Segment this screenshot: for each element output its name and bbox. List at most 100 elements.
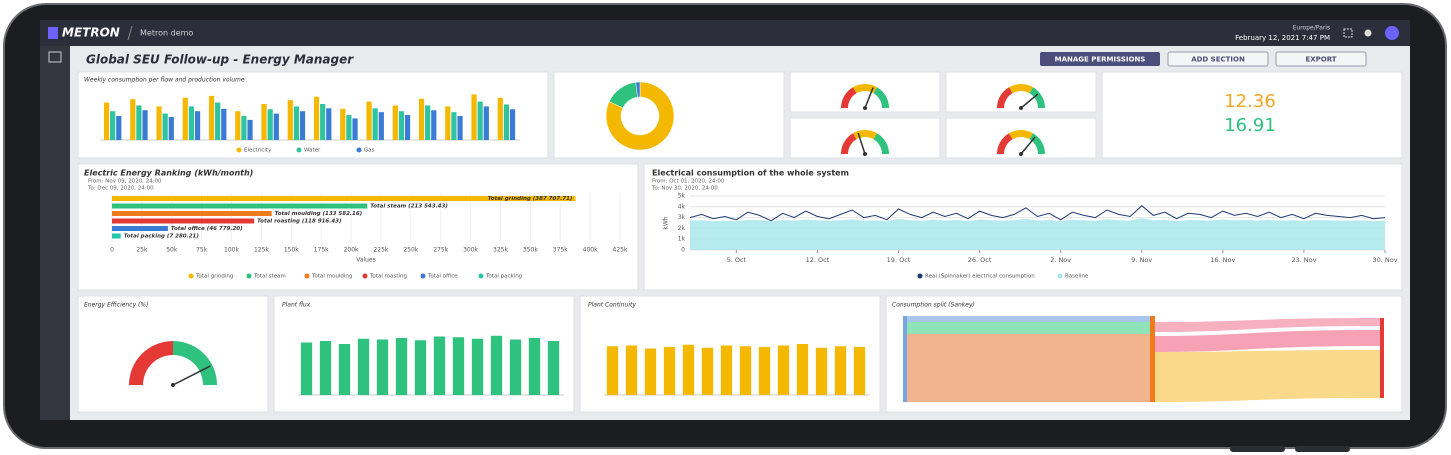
legend-label: Electricity	[244, 148, 272, 154]
sidebar	[40, 46, 70, 420]
button-label[interactable]: EXPORT	[1305, 56, 1336, 64]
bar	[503, 104, 510, 140]
legend-swatch	[296, 147, 302, 153]
bar	[235, 111, 241, 140]
data-label: Total office (46 779.20)	[171, 226, 243, 232]
pie-slice	[635, 81, 641, 98]
x-tick-label: 75k	[196, 247, 208, 254]
legend-label: Total office	[427, 274, 458, 280]
x-tick-label: 0	[110, 247, 114, 254]
gauge-band	[841, 133, 857, 154]
bar	[682, 344, 695, 395]
nav-bar	[40, 20, 1410, 46]
legend-swatch	[188, 273, 194, 279]
bar	[168, 116, 174, 140]
bar	[340, 108, 346, 140]
bar	[112, 233, 121, 239]
data-label: Total grinding (387 707.71)	[488, 196, 573, 202]
panel-title: Plant Continuity	[588, 302, 636, 309]
bar	[319, 341, 332, 395]
datetime: February 12, 2021 7:47 PM	[1235, 34, 1330, 42]
bar	[547, 341, 560, 395]
button[interactable]	[1040, 52, 1160, 66]
kpi-value: 16.91	[1224, 115, 1276, 136]
x-tick-label: 2. Nov	[1050, 256, 1071, 264]
bar	[261, 104, 267, 140]
gauge-band	[841, 87, 857, 108]
bar	[112, 218, 255, 224]
line	[689, 205, 1386, 222]
x-tick-label: 350k	[523, 247, 538, 254]
legend-label: Total moulding	[311, 274, 352, 280]
legend-swatch	[246, 273, 252, 279]
button-label[interactable]: ADD SECTION	[1191, 56, 1245, 64]
x-tick-label: 300k	[463, 247, 478, 254]
x-tick-label: 150k	[284, 247, 299, 254]
bar	[425, 105, 431, 140]
x-tick-label: 30. Nov	[1372, 256, 1397, 264]
side-button	[1295, 446, 1350, 452]
bar	[509, 109, 516, 140]
bar	[451, 112, 457, 140]
x-tick-label: 250k	[403, 247, 418, 254]
panel	[1101, 71, 1403, 159]
legend-swatch	[1057, 273, 1063, 279]
bar	[156, 106, 162, 140]
button[interactable]	[1275, 51, 1367, 67]
legend-label: Baseline	[1065, 274, 1089, 280]
bar	[452, 337, 465, 395]
apps-icon[interactable]	[1343, 28, 1353, 38]
legend-label: Total roasting	[369, 274, 407, 280]
legend-swatch	[362, 273, 368, 279]
bar	[457, 116, 463, 140]
sankey-node	[1380, 318, 1384, 398]
bar	[739, 346, 752, 395]
sankey-flow	[907, 334, 1150, 402]
bar	[796, 344, 809, 395]
bar	[471, 94, 477, 140]
panel-title: Weekly consumption per flow and producti…	[84, 77, 245, 84]
legend-label: Real (Spinnaker) electrical consumption	[925, 274, 1035, 280]
menu-icon[interactable]	[48, 51, 62, 63]
gauge-hub	[863, 152, 867, 156]
x-tick-label: 400k	[583, 247, 598, 254]
page-title: Global SEU Follow-up - Energy Manager	[86, 53, 354, 67]
bar	[433, 336, 446, 395]
bell-icon[interactable]	[1364, 29, 1372, 37]
bar	[352, 118, 358, 140]
bar	[509, 339, 522, 395]
gauge-hub	[171, 383, 175, 387]
bar	[194, 111, 201, 140]
gauge-hub	[863, 106, 867, 110]
bar	[300, 342, 313, 395]
x-tick-label: 12. Oct	[806, 256, 830, 264]
gauge-band	[873, 87, 889, 108]
timezone: Europe/Paris	[1293, 25, 1330, 32]
sankey-flow	[1155, 330, 1380, 352]
sankey-flow	[1155, 350, 1380, 402]
x-tick-label: 5. Oct	[727, 256, 747, 264]
bar	[103, 102, 110, 140]
bar	[267, 109, 273, 140]
gauge-band	[1009, 130, 1033, 140]
bar	[758, 347, 771, 395]
data-label: Total steam (213 543.43)	[370, 204, 448, 210]
bar	[130, 99, 136, 140]
avatar[interactable]	[1385, 26, 1399, 40]
button[interactable]	[1167, 51, 1269, 67]
bar	[431, 110, 437, 140]
bar	[208, 95, 215, 140]
legend-swatch	[917, 273, 923, 279]
panel-title: Consumption split (Sankey)	[892, 302, 975, 309]
bar	[372, 108, 378, 140]
button-label[interactable]: MANAGE PERMISSIONS	[1055, 56, 1146, 64]
x-tick-label: 175k	[314, 247, 329, 254]
axis-label: kWh	[663, 216, 670, 229]
bar	[392, 105, 398, 140]
sankey-node	[903, 316, 907, 402]
panel	[945, 71, 1097, 113]
side-button	[1230, 446, 1285, 452]
panel-subtitle: To: Nov 30, 2020, 24:00	[651, 186, 718, 192]
gauge-needle	[1020, 136, 1036, 155]
